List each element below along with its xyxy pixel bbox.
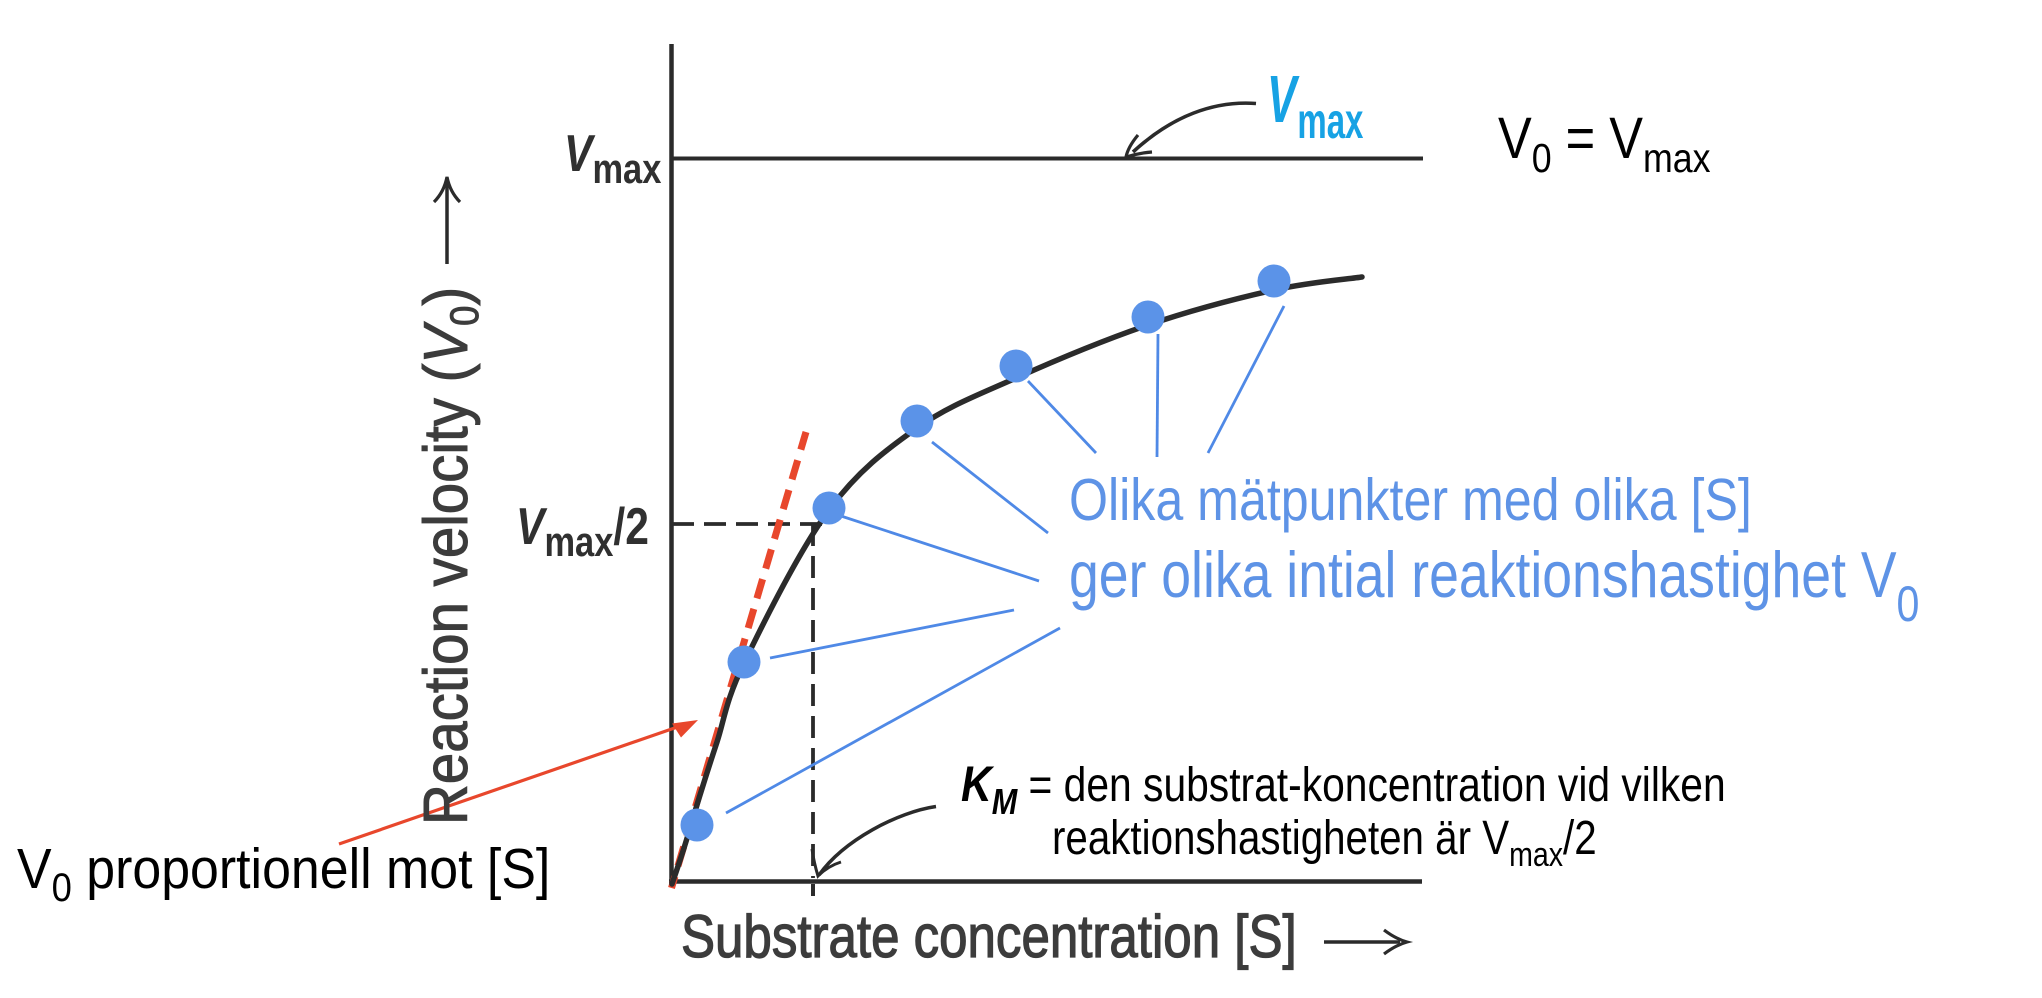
svg-text:Substrate concentration [S]: Substrate concentration [S]: [681, 903, 1297, 970]
svg-text:Vmax: Vmax: [564, 125, 662, 193]
svg-text:Vmax/2: Vmax/2: [516, 498, 649, 566]
svg-text:Reaction velocity (V0): Reaction velocity (V0): [411, 287, 488, 825]
svg-text:Vmax: Vmax: [1267, 63, 1364, 149]
svg-text:reaktionshastigheten är Vmax/2: reaktionshastigheten är Vmax/2: [1052, 812, 1597, 874]
svg-text:Olika mätpunkter med olika [S]: Olika mätpunkter med olika [S]: [1069, 466, 1752, 533]
svg-text:V0 = Vmax: V0 = Vmax: [1498, 106, 1711, 182]
svg-text:KM = den substrat-koncentratio: KM = den substrat-koncentration vid vilk…: [961, 756, 1726, 823]
svg-text:ger olika intial reaktionshast: ger olika intial reaktionshastighet V0: [1069, 538, 1919, 632]
svg-text:V0 proportionell mot [S]: V0 proportionell mot [S]: [17, 837, 550, 911]
